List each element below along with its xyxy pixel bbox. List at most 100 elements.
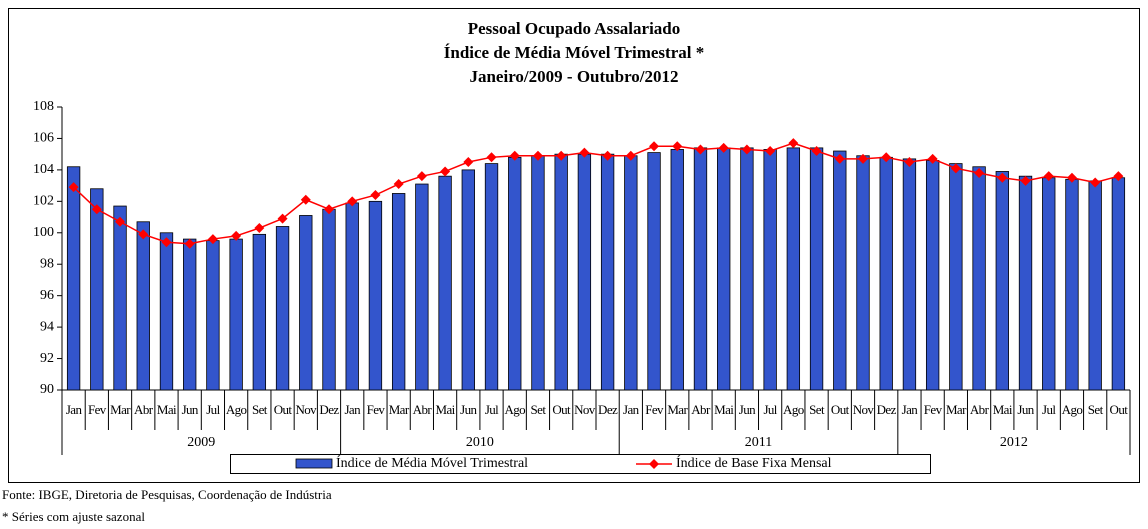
x-tick-label: Mar bbox=[946, 402, 967, 417]
x-tick-label: Mai bbox=[436, 402, 456, 417]
marker bbox=[277, 213, 288, 224]
bar bbox=[763, 149, 777, 391]
marker bbox=[1113, 171, 1124, 182]
marker bbox=[463, 157, 474, 168]
marker bbox=[532, 150, 543, 161]
bar bbox=[972, 166, 986, 391]
y-tick-label: 106 bbox=[33, 131, 54, 146]
x-tick-label: Dez bbox=[877, 402, 897, 417]
y-tick-label: 94 bbox=[40, 319, 54, 334]
x-group-label: 2011 bbox=[745, 435, 772, 450]
x-tick-label: Jan bbox=[66, 402, 83, 417]
marker bbox=[486, 152, 497, 163]
legend-label: Índice de Média Móvel Trimestral bbox=[336, 454, 528, 471]
bar bbox=[809, 147, 824, 391]
y-tick-label: 104 bbox=[33, 162, 54, 177]
x-tick-label: Abr bbox=[970, 402, 990, 417]
bar bbox=[438, 175, 452, 391]
bar bbox=[740, 147, 754, 391]
marker bbox=[950, 163, 961, 174]
x-tick-label: Jun bbox=[1017, 402, 1034, 417]
bar bbox=[1018, 175, 1033, 391]
x-tick-label: Mai bbox=[157, 402, 177, 417]
x-tick-label: Abr bbox=[413, 402, 433, 417]
marker bbox=[68, 182, 79, 193]
bar bbox=[717, 147, 731, 391]
bar bbox=[925, 160, 940, 391]
marker bbox=[997, 172, 1008, 183]
x-tick-label: Jul bbox=[485, 402, 499, 417]
bar bbox=[90, 188, 104, 391]
marker bbox=[927, 153, 938, 164]
marker bbox=[718, 142, 729, 153]
marker bbox=[1090, 177, 1101, 188]
y-tick-label: 102 bbox=[33, 194, 54, 209]
x-tick-label: Jan bbox=[344, 402, 361, 417]
x-tick-label: Out bbox=[831, 402, 850, 417]
marker bbox=[440, 166, 451, 177]
x-tick-label: Ago bbox=[1062, 402, 1083, 417]
x-tick-label: Mai bbox=[993, 402, 1013, 417]
marker bbox=[858, 153, 868, 164]
y-tick-label: 90 bbox=[40, 382, 54, 397]
x-tick-label: Fev bbox=[645, 402, 664, 417]
bar bbox=[183, 238, 197, 391]
bar bbox=[368, 200, 383, 391]
marker bbox=[138, 229, 149, 240]
chart-title: Janeiro/2009 - Outubro/2012 bbox=[469, 67, 678, 86]
x-tick-label: Mar bbox=[667, 402, 688, 417]
x-tick-label: Ago bbox=[783, 402, 804, 417]
legend-swatch bbox=[295, 458, 333, 469]
marker bbox=[602, 150, 613, 161]
bar bbox=[415, 183, 429, 391]
marker bbox=[161, 237, 172, 248]
bar bbox=[577, 153, 592, 391]
marker bbox=[881, 152, 892, 163]
bar bbox=[995, 171, 1009, 391]
y-tick-label: 96 bbox=[40, 288, 54, 303]
marker bbox=[672, 141, 683, 152]
x-tick-label: Jul bbox=[763, 402, 777, 417]
x-tick-label: Jun bbox=[182, 402, 199, 417]
marker bbox=[765, 146, 776, 157]
marker bbox=[300, 194, 311, 205]
marker bbox=[649, 141, 660, 152]
bar bbox=[531, 155, 545, 391]
bar bbox=[554, 153, 568, 391]
y-tick-label: 92 bbox=[40, 351, 54, 366]
marker bbox=[788, 138, 799, 149]
bar bbox=[1065, 178, 1079, 391]
x-tick-label: Out bbox=[552, 402, 571, 417]
x-tick-label: Jun bbox=[460, 402, 477, 417]
bar bbox=[345, 202, 359, 391]
source-note: Fonte: IBGE, Diretoria de Pesquisas, Coo… bbox=[2, 487, 332, 502]
marker bbox=[91, 204, 102, 215]
legend bbox=[230, 454, 931, 474]
marker bbox=[184, 238, 195, 249]
x-tick-label: Set bbox=[809, 402, 825, 417]
bar bbox=[1111, 177, 1126, 391]
marker bbox=[904, 157, 915, 168]
x-tick-label: Jul bbox=[1042, 402, 1056, 417]
x-tick-label: Mar bbox=[389, 402, 410, 417]
marker bbox=[1043, 171, 1054, 182]
bar bbox=[624, 155, 638, 391]
marker bbox=[347, 196, 358, 207]
marker bbox=[834, 153, 845, 164]
x-tick-label: Set bbox=[531, 402, 547, 417]
x-tick-label: Out bbox=[274, 402, 293, 417]
bar bbox=[66, 166, 81, 391]
x-tick-label: Out bbox=[1110, 402, 1129, 417]
bar bbox=[159, 232, 174, 391]
bar bbox=[879, 156, 893, 391]
x-tick-label: Ago bbox=[226, 402, 247, 417]
bar bbox=[484, 163, 499, 391]
bar bbox=[461, 169, 475, 391]
x-tick-label: Nov bbox=[295, 402, 317, 417]
bar bbox=[1042, 177, 1056, 391]
marker bbox=[254, 223, 265, 234]
bar bbox=[856, 155, 870, 391]
x-tick-label: Ago bbox=[504, 402, 525, 417]
bar bbox=[786, 147, 801, 391]
bar bbox=[508, 156, 522, 391]
